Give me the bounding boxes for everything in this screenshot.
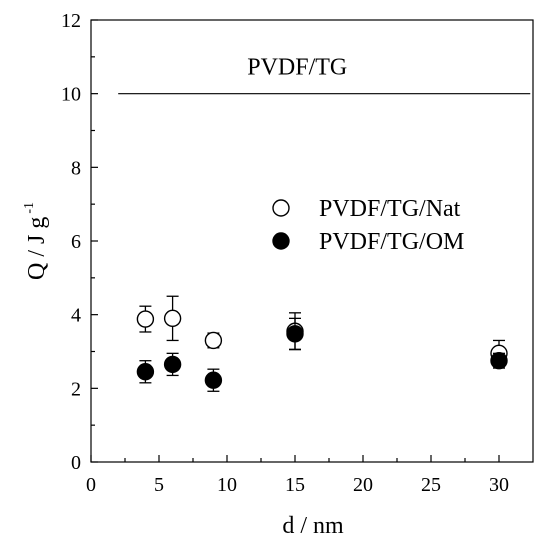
x-axis: 0 5 10 15 20 25 30 [86,455,509,496]
x-tick-label: 0 [86,474,96,496]
data-point [490,352,508,370]
legend-label-nat: PVDF/TG/Nat [319,196,461,222]
x-tick-label: 30 [489,474,509,496]
y-tick-label: 4 [71,305,81,327]
data-series [136,295,508,392]
data-point [204,371,223,389]
y-tick-label: 6 [71,231,81,253]
plot-frame [90,19,534,463]
data-point [163,355,182,374]
x-tick-label: 10 [217,474,237,496]
x-axis-title: d / nm [282,513,344,539]
y-axis: 0 2 4 6 8 10 12 [61,10,98,474]
x-tick-label: 5 [154,474,164,496]
data-point [163,309,182,328]
data-point [136,310,155,328]
y-tick-label: 10 [61,84,81,106]
data-point [204,331,223,350]
y-tick-label: 8 [71,157,81,179]
legend: PVDF/TG/Nat PVDF/TG/OM [272,196,464,255]
y-tick-label: 12 [61,10,81,32]
series-nat [136,295,508,367]
series-om [136,317,508,392]
y-tick-label: 0 [71,452,81,474]
x-tick-label: 20 [353,474,373,496]
reference-line-label: PVDF/TG [247,55,347,81]
x-tick-label: 15 [285,474,305,496]
legend-label-om: PVDF/TG/OM [319,229,464,255]
y-axis-title-superscript: -1 [22,202,37,214]
y-axis-title: Q / J g -1 [22,202,50,280]
data-point [286,325,304,343]
y-tick-label: 2 [71,378,81,400]
data-point [136,363,155,381]
legend-marker-open-circle [272,199,290,217]
y-axis-title-main: Q / J g [24,217,50,280]
legend-marker-filled-circle [272,232,290,250]
x-tick-label: 25 [421,474,441,496]
